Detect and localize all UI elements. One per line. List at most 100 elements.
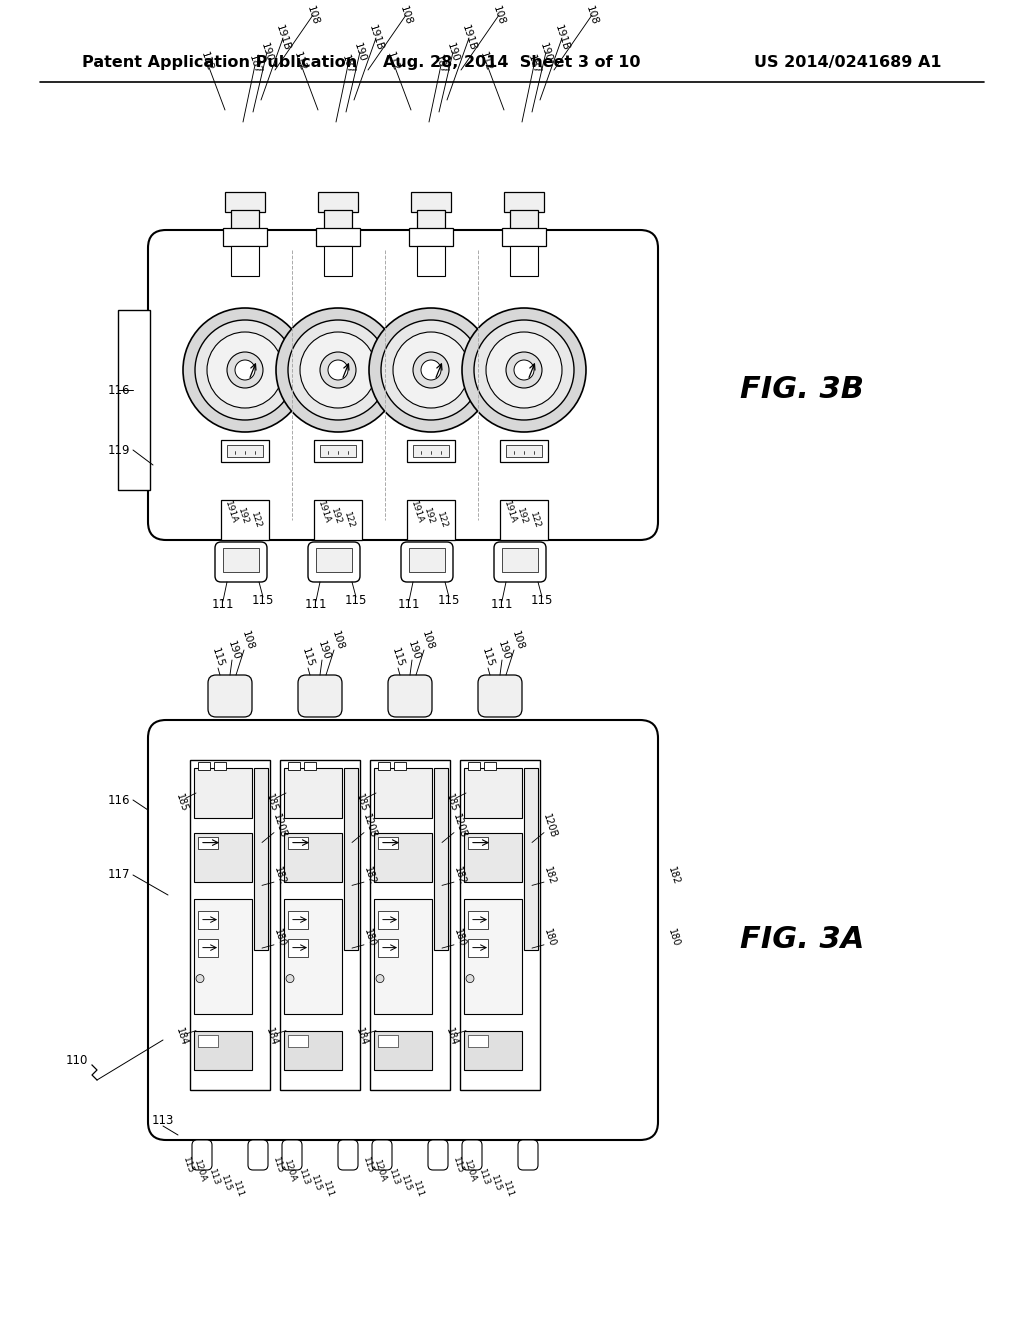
Bar [214,762,226,770]
Bar [409,228,453,246]
Bar [194,1031,252,1071]
Text: 184: 184 [444,1027,460,1048]
Text: 111: 111 [490,598,513,611]
Text: 190: 190 [316,639,332,661]
Bar [221,500,269,540]
Text: 111: 111 [411,1179,425,1199]
Text: 192: 192 [422,507,436,525]
Text: 185: 185 [174,792,189,813]
Circle shape [276,308,400,432]
Text: 112: 112 [478,51,494,73]
Text: FIG. 3A: FIG. 3A [740,925,864,954]
Bar [284,1031,342,1071]
Bar [409,548,445,572]
Bar [468,939,488,957]
Text: 112: 112 [200,51,215,73]
Bar [198,911,218,928]
Bar [468,911,488,928]
Circle shape [183,308,307,432]
Bar [374,899,432,1014]
Bar [374,833,432,882]
Bar [510,210,538,232]
Text: 182: 182 [362,865,378,886]
Text: 115: 115 [300,647,315,669]
Text: 112: 112 [385,51,400,73]
Text: 111: 111 [501,1179,515,1199]
Bar [378,911,398,928]
Bar [434,768,449,949]
Text: 115: 115 [438,594,460,607]
Bar [502,548,538,572]
Text: 115: 115 [390,647,406,669]
Circle shape [195,319,295,420]
Text: 108: 108 [241,630,256,651]
Bar [413,445,449,457]
Text: 115: 115 [480,647,496,669]
Text: 182: 182 [453,865,468,886]
Text: 184: 184 [174,1027,189,1048]
Text: 111: 111 [231,1179,245,1199]
Bar [288,939,308,957]
Text: 190: 190 [445,41,461,63]
Bar [504,191,544,213]
Bar [221,440,269,462]
Circle shape [319,352,356,388]
Bar [254,768,268,949]
Text: 192: 192 [515,507,529,525]
Bar [223,228,267,246]
Bar [524,768,538,949]
Bar [378,1035,398,1047]
Text: 187: 187 [340,54,355,77]
Text: Aug. 28, 2014  Sheet 3 of 10: Aug. 28, 2014 Sheet 3 of 10 [383,54,641,70]
Bar [510,246,538,276]
Bar [502,228,546,246]
Text: 191A: 191A [410,499,425,524]
FancyBboxPatch shape [248,1140,268,1170]
Bar [231,246,259,276]
Bar [464,1031,522,1071]
Text: 187: 187 [247,54,263,77]
Text: 117: 117 [108,869,130,882]
Bar [324,246,352,276]
Bar [460,760,540,1090]
Text: 191B: 191B [367,24,385,53]
Text: 184: 184 [264,1027,280,1048]
FancyBboxPatch shape [428,1140,449,1170]
Circle shape [486,333,562,408]
Bar [288,762,300,770]
FancyBboxPatch shape [338,1140,358,1170]
Text: 192: 192 [329,507,343,525]
Text: 191A: 191A [316,499,332,524]
Text: 115: 115 [219,1173,232,1192]
Text: 190: 190 [226,639,242,661]
FancyBboxPatch shape [308,543,360,582]
Text: 108: 108 [330,630,346,651]
Text: 111: 111 [305,598,328,611]
Text: 120B: 120B [542,812,559,840]
FancyBboxPatch shape [148,719,658,1140]
Text: 111: 111 [322,1179,335,1199]
Bar [378,762,390,770]
Bar [344,768,358,949]
Bar [417,210,445,232]
Bar [318,191,358,213]
Circle shape [421,360,441,380]
Bar [194,833,252,882]
Text: US 2014/0241689 A1: US 2014/0241689 A1 [755,54,942,70]
Circle shape [369,308,493,432]
Text: Patent Application Publication: Patent Application Publication [82,54,357,70]
Text: 120A: 120A [193,1159,208,1184]
Text: 115: 115 [489,1173,503,1192]
Bar [468,837,488,849]
Text: 187: 187 [433,54,449,77]
Text: 180: 180 [667,928,682,949]
Text: 115: 115 [530,594,553,607]
Bar [198,939,218,957]
Text: 108: 108 [305,4,321,26]
Text: 115: 115 [451,1155,465,1175]
Text: 190: 190 [352,41,368,63]
Bar [468,1035,488,1047]
Text: 180: 180 [272,928,288,949]
FancyBboxPatch shape [401,543,453,582]
Text: 119: 119 [108,444,130,457]
